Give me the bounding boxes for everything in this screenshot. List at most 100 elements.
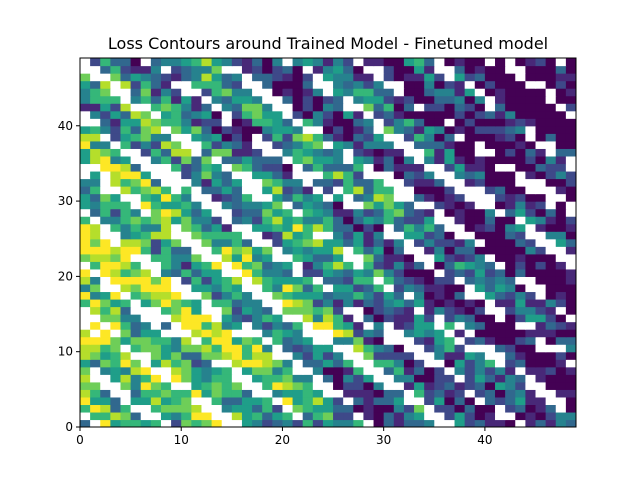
contour-cell — [110, 246, 122, 255]
contour-cell — [211, 381, 223, 390]
contour-gap-cell — [515, 170, 526, 180]
contour-gap-cell — [444, 178, 456, 187]
contour-cell — [110, 58, 122, 67]
contour-cell — [262, 381, 273, 390]
contour-cell — [444, 276, 456, 285]
contour-cell — [525, 148, 537, 157]
contour-cell — [474, 231, 486, 240]
contour-cell — [231, 381, 243, 390]
contour-cell — [181, 396, 192, 406]
contour-cell — [454, 314, 466, 323]
contour-cell — [383, 73, 395, 82]
contour-gap-cell — [353, 261, 365, 270]
contour-cell — [373, 298, 385, 308]
contour-cell — [181, 321, 192, 330]
contour-cell — [80, 246, 91, 255]
contour-cell — [201, 314, 213, 323]
contour-cell — [343, 336, 354, 345]
contour-cell — [363, 103, 375, 112]
contour-gap-cell — [171, 381, 182, 390]
contour-gap-cell — [171, 133, 182, 142]
contour-cell — [454, 88, 466, 97]
contour-cell — [474, 170, 486, 180]
contour-cell — [464, 170, 476, 180]
contour-cell — [252, 396, 263, 406]
contour-gap-cell — [484, 103, 496, 112]
contour-gap-cell — [363, 110, 375, 119]
contour-cell — [424, 140, 435, 149]
contour-gap-cell — [363, 419, 375, 427]
contour-cell — [282, 374, 294, 383]
contour-gap-cell — [545, 95, 557, 104]
contour-cell — [403, 155, 415, 165]
contour-cell — [414, 118, 425, 127]
contour-cell — [150, 396, 162, 406]
contour-cell — [454, 95, 466, 104]
contour-cell — [454, 268, 466, 277]
contour-cell — [312, 404, 324, 413]
contour-gap-cell — [464, 80, 476, 89]
contour-cell — [100, 95, 111, 104]
contour-cell — [252, 148, 263, 157]
contour-cell — [211, 276, 223, 285]
contour-gap-cell — [140, 306, 152, 315]
contour-cell — [100, 344, 111, 353]
contour-cell — [272, 216, 284, 225]
contour-cell — [80, 366, 91, 375]
contour-cell — [322, 276, 334, 285]
contour-gap-cell — [140, 261, 152, 270]
contour-cell — [393, 253, 405, 262]
contour-cell — [565, 298, 576, 308]
contour-cell — [160, 80, 172, 89]
contour-gap-cell — [424, 359, 435, 368]
contour-gap-cell — [434, 268, 446, 277]
contour-gap-cell — [565, 359, 576, 368]
contour-cell — [515, 110, 526, 119]
contour-cell — [353, 419, 365, 427]
contour-cell — [160, 208, 172, 217]
contour-gap-cell — [363, 163, 375, 172]
contour-cell — [231, 298, 243, 308]
contour-cell — [555, 125, 567, 134]
contour-gap-cell — [525, 125, 537, 134]
contour-cell — [292, 201, 304, 210]
contour-cell — [565, 58, 576, 67]
contour-cell — [110, 344, 122, 353]
contour-cell — [171, 216, 182, 225]
contour-cell — [393, 396, 405, 406]
contour-gap-cell — [282, 314, 294, 323]
contour-cell — [80, 404, 91, 413]
contour-cell — [80, 351, 91, 360]
contour-cell — [525, 163, 537, 172]
contour-cell — [171, 246, 182, 255]
contour-cell — [565, 223, 576, 232]
contour-cell — [302, 148, 314, 157]
contour-cell — [383, 344, 395, 353]
contour-cell — [343, 163, 354, 172]
contour-cell — [434, 329, 446, 338]
contour-cell — [363, 351, 375, 360]
contour-cell — [343, 321, 354, 330]
contour-cell — [343, 298, 354, 308]
contour-cell — [130, 268, 142, 277]
contour-cell — [211, 163, 223, 172]
contour-gap-cell — [211, 253, 223, 262]
contour-cell — [110, 276, 122, 285]
contour-gap-cell — [565, 314, 576, 323]
contour-cell — [555, 140, 567, 149]
contour-cell — [373, 419, 385, 427]
contour-cell — [110, 103, 122, 112]
contour-cell — [140, 186, 152, 195]
contour-cell — [535, 246, 547, 255]
contour-cell — [454, 291, 466, 300]
contour-gap-cell — [495, 208, 506, 217]
contour-cell — [100, 125, 111, 134]
contour-cell — [424, 389, 435, 398]
contour-cell — [262, 374, 273, 383]
contour-cell — [181, 208, 192, 217]
contour-cell — [231, 253, 243, 262]
contour-cell — [414, 298, 425, 308]
contour-cell — [302, 276, 314, 285]
contour-cell — [454, 298, 466, 308]
contour-gap-cell — [140, 155, 152, 165]
